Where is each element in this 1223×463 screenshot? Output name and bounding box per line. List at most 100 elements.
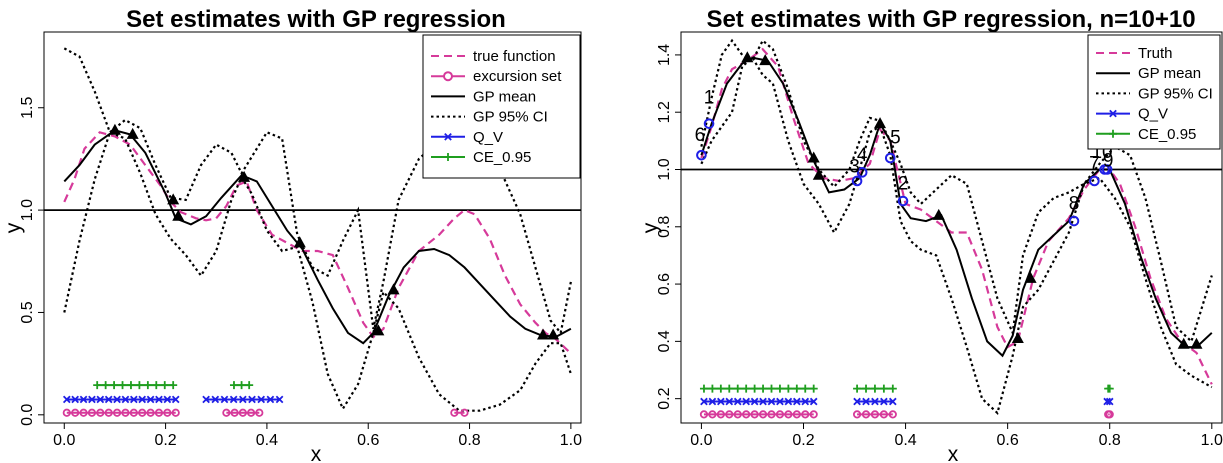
qv-set-marker [733, 397, 742, 406]
truth-set-marker [801, 410, 810, 419]
legend-box [1087, 34, 1221, 150]
point-label: 9 [1103, 151, 1114, 172]
ce-set-marker [742, 384, 751, 393]
y-tick-label: 1.0 [19, 199, 36, 221]
added-point [703, 118, 715, 129]
qv-set-marker [171, 395, 180, 404]
truth-set-marker [888, 410, 897, 419]
truth-set-marker [742, 410, 751, 419]
design-point [812, 168, 825, 180]
x-tick-label: 0.8 [458, 432, 480, 449]
ce-set-marker [118, 381, 127, 390]
ce-set-marker [792, 384, 801, 393]
qv-set-marker [113, 395, 121, 404]
added-point [1068, 215, 1080, 227]
ce-set-marker [750, 384, 759, 393]
qv-set-marker [129, 395, 138, 404]
truth-set-marker [79, 408, 88, 417]
design-point [293, 236, 306, 248]
design-point [238, 170, 251, 182]
plot-frame [680, 31, 1223, 424]
truth-set-marker [852, 410, 862, 419]
truth-set-marker [154, 408, 164, 417]
truth-set-marker [255, 408, 264, 417]
x-tick-label: 0.6 [357, 432, 379, 449]
y-tick-label: 0.4 [656, 330, 673, 352]
qv-set-marker [104, 395, 113, 404]
ce-set-marker [775, 384, 784, 393]
x-axis-label: x [311, 443, 322, 463]
design-point [1024, 271, 1037, 283]
point-label: 3 [849, 156, 860, 177]
ci-upper-line [700, 38, 1213, 344]
design-point [172, 209, 185, 221]
legend-marker [444, 153, 452, 161]
ce-set-marker [809, 384, 818, 393]
truth-set-marker [861, 410, 871, 419]
ce-set-marker [1105, 384, 1114, 393]
qv-set-marker [708, 397, 717, 406]
qv-set-marker [1103, 397, 1112, 406]
qv-set-marker [266, 395, 275, 404]
point-label: 7 [1089, 153, 1100, 174]
truth-set-marker [775, 410, 785, 419]
truth-set-marker [1105, 410, 1114, 419]
legend-marker [1109, 129, 1117, 138]
added-point [1101, 164, 1113, 175]
y-tick-label: 1.4 [656, 44, 673, 66]
truth-set-marker [699, 410, 709, 419]
added-point [851, 175, 863, 187]
qv-set-marker [888, 397, 897, 406]
truth-set-marker [104, 408, 113, 417]
x-axis-label: x [948, 443, 959, 463]
added-point [696, 149, 707, 161]
truth-set-marker [171, 408, 180, 417]
ce-set-marker [169, 381, 178, 390]
qv-set-marker [275, 395, 284, 404]
ce-set-marker [716, 384, 725, 393]
added-point [1089, 175, 1100, 187]
qv-set-marker [1105, 397, 1114, 406]
x-tick-label: 0.0 [53, 432, 75, 449]
design-point [126, 127, 139, 139]
ce-set-marker [862, 384, 871, 393]
qv-set-marker [717, 397, 725, 406]
ce-set-marker [853, 384, 862, 393]
design-point [547, 328, 560, 340]
qv-set-marker [871, 397, 879, 406]
truth-set-marker [879, 410, 888, 419]
ce-set-marker [784, 384, 793, 393]
ce-set-marker [801, 384, 810, 393]
y-tick-label: 1.2 [656, 101, 673, 123]
truth-set-marker [767, 410, 776, 419]
design-point [932, 208, 945, 220]
truth-set-marker [460, 408, 469, 417]
y-tick-label: 0.2 [656, 387, 673, 409]
chart-title: Set estimates with GP regression, n=10+1… [706, 6, 1195, 33]
point-label: 2 [898, 174, 909, 195]
ce-set-marker [870, 384, 879, 393]
ce-set-marker [237, 381, 246, 390]
chart-right: Set estimates with GP regression, n=10+1… [639, 6, 1223, 463]
qv-set-marker [121, 395, 130, 404]
qv-set-marker [88, 395, 96, 404]
ce-set-marker [733, 384, 742, 393]
point-label: 4 [857, 145, 868, 166]
legend-label: CE_0.95 [473, 149, 531, 166]
qv-set-marker [62, 395, 71, 404]
chart-left: Set estimates with GP regression x y 0.0… [2, 6, 582, 463]
truth-set-marker [87, 408, 97, 417]
qv-set-marker [71, 395, 80, 404]
truth-set-marker [129, 408, 138, 417]
qv-set-marker [742, 397, 751, 406]
legend-marker [443, 71, 453, 82]
ce-set-marker [110, 381, 119, 390]
qv-set-marker [792, 397, 801, 406]
legend-label: excursion set [473, 68, 562, 85]
qv-set-marker [801, 397, 810, 406]
design-point [759, 54, 772, 66]
legend-label: GP mean [473, 88, 536, 105]
design-point [372, 324, 385, 336]
ce-set-marker [888, 384, 897, 393]
